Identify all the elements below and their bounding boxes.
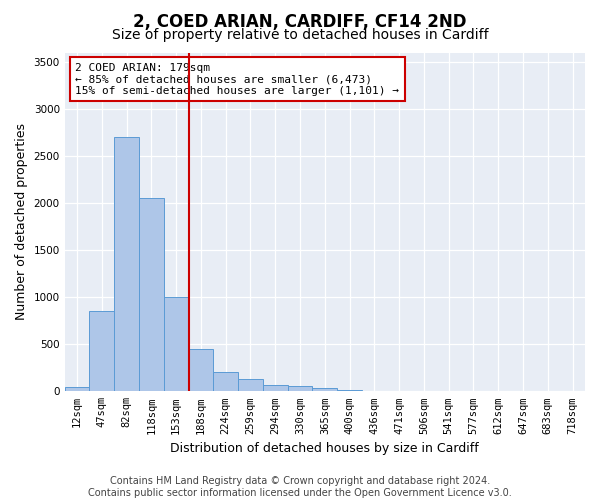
Text: 2, COED ARIAN, CARDIFF, CF14 2ND: 2, COED ARIAN, CARDIFF, CF14 2ND	[133, 12, 467, 30]
Bar	[337, 390, 362, 392]
Text: Contains HM Land Registry data © Crown copyright and database right 2024.
Contai: Contains HM Land Registry data © Crown c…	[88, 476, 512, 498]
Bar	[238, 379, 263, 392]
Bar	[139, 198, 164, 392]
Bar	[114, 137, 139, 392]
Bar	[164, 297, 188, 392]
Bar	[188, 349, 214, 392]
Bar	[214, 372, 238, 392]
Text: 2 COED ARIAN: 179sqm
← 85% of detached houses are smaller (6,473)
15% of semi-de: 2 COED ARIAN: 179sqm ← 85% of detached h…	[75, 62, 399, 96]
Y-axis label: Number of detached properties: Number of detached properties	[15, 124, 28, 320]
Text: Size of property relative to detached houses in Cardiff: Size of property relative to detached ho…	[112, 28, 488, 42]
Bar	[89, 312, 114, 392]
Bar	[313, 388, 337, 392]
Bar	[263, 384, 287, 392]
Bar	[65, 386, 89, 392]
X-axis label: Distribution of detached houses by size in Cardiff: Distribution of detached houses by size …	[170, 442, 479, 455]
Bar	[287, 386, 313, 392]
